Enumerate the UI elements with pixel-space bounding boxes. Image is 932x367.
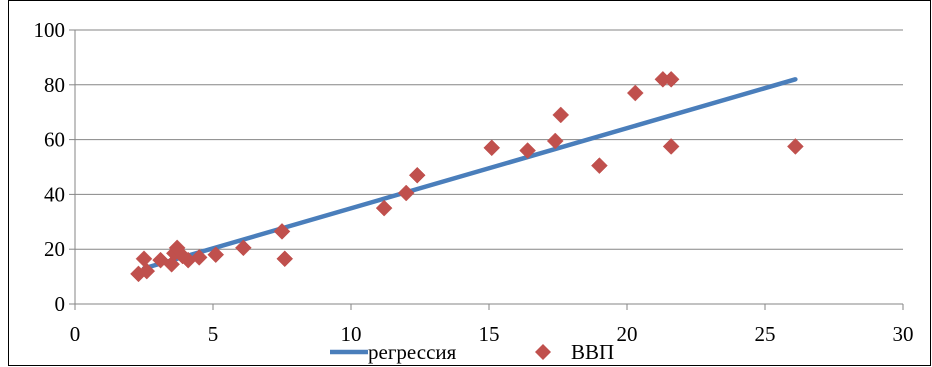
legend: регрессия ВВП: [330, 340, 614, 364]
x-tick-label: 15: [479, 322, 500, 346]
data-point: [135, 250, 153, 268]
data-point: [626, 84, 644, 102]
data-point: [273, 223, 291, 240]
x-tick-label: 25: [755, 322, 776, 346]
chart-border: [8, 0, 931, 366]
data-point: [662, 70, 680, 88]
y-tick-label: 80: [44, 73, 65, 97]
data-point: [276, 250, 294, 268]
data-point: [519, 142, 536, 159]
y-tick-label: 60: [44, 128, 65, 152]
gridlines: [75, 29, 903, 250]
data-point: [552, 106, 570, 124]
y-tick-label: 20: [44, 237, 65, 261]
data-point: [190, 249, 208, 266]
legend-label-regression: регрессия: [368, 340, 457, 364]
legend-label-gdp: ВВП: [571, 340, 614, 364]
regression-line: [141, 77, 798, 271]
x-tick-label: 0: [70, 322, 81, 346]
data-point: [546, 132, 564, 150]
data-point: [235, 239, 252, 257]
y-tick-label: 0: [55, 292, 66, 316]
data-point: [408, 166, 426, 184]
data-point: [397, 184, 415, 202]
x-tick-label: 30: [893, 322, 914, 346]
y-tick-label: 100: [34, 18, 66, 42]
data-point: [591, 157, 608, 174]
data-point: [207, 246, 225, 264]
axes: 0 20 40 60 80 100 0 5 10 15 20 25 30: [34, 18, 914, 346]
x-tick-label: 5: [208, 322, 219, 346]
legend-swatch-gdp: [535, 344, 551, 360]
data-point: [138, 262, 156, 280]
data-point: [375, 199, 393, 217]
y-tick-label: 40: [44, 182, 65, 206]
series-layer: [130, 70, 804, 283]
data-point: [787, 138, 804, 155]
data-point: [483, 139, 501, 157]
data-point: [662, 138, 680, 155]
x-tick-label: 10: [341, 322, 362, 346]
x-tick-label: 20: [617, 322, 638, 346]
